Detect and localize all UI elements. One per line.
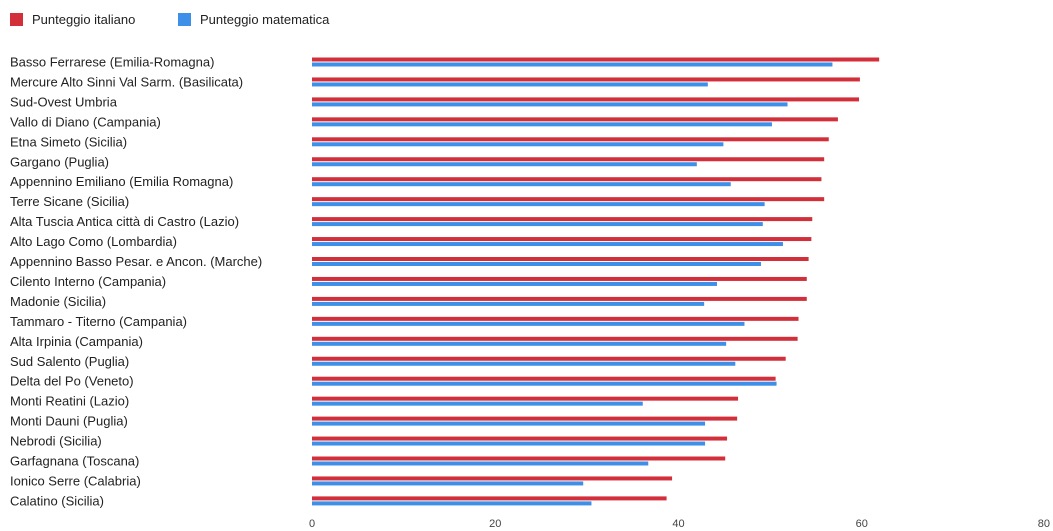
bar-punteggio-matematica[interactable]: [312, 202, 765, 207]
category-label: Vallo di Diano (Campania): [10, 114, 161, 129]
bar-punteggio-italiano[interactable]: [312, 197, 825, 202]
category-label: Ionico Serre (Calabria): [10, 473, 141, 488]
bar-punteggio-italiano[interactable]: [312, 376, 776, 381]
category-labels: Basso Ferrarese (Emilia-Romagna) Mercure …: [10, 55, 262, 509]
legend-swatch-matematica: [178, 13, 191, 26]
category-label: Terre Sicane (Sicilia): [10, 194, 129, 209]
category-label: Delta del Po (Veneto): [10, 374, 134, 389]
bar-punteggio-matematica[interactable]: [312, 481, 584, 486]
bar-punteggio-matematica[interactable]: [312, 62, 833, 67]
category-label: Sud-Ovest Umbria: [10, 94, 118, 109]
bar-punteggio-italiano[interactable]: [312, 396, 739, 401]
category-label: Monti Reatini (Lazio): [10, 394, 129, 409]
bar-punteggio-matematica[interactable]: [312, 441, 706, 446]
bar-punteggio-matematica[interactable]: [312, 421, 706, 426]
bar-punteggio-italiano[interactable]: [312, 416, 738, 421]
bar-punteggio-matematica[interactable]: [312, 321, 745, 326]
category-label: Appennino Emiliano (Emilia Romagna): [10, 174, 233, 189]
bar-punteggio-italiano[interactable]: [312, 456, 726, 461]
category-label: Alta Tuscia Antica città di Castro (Lazi…: [10, 214, 239, 229]
bars: [312, 57, 880, 506]
bar-punteggio-matematica[interactable]: [312, 501, 592, 506]
category-label: Appennino Basso Pesar. e Ancon. (Marche): [10, 254, 262, 269]
bar-punteggio-matematica[interactable]: [312, 182, 731, 187]
x-tick-label: 60: [856, 518, 868, 530]
category-label: Nebrodi (Sicilia): [10, 434, 102, 449]
bar-punteggio-italiano[interactable]: [312, 97, 860, 102]
bar-punteggio-matematica[interactable]: [312, 381, 777, 386]
bar-punteggio-italiano[interactable]: [312, 137, 829, 142]
category-label: Cilento Interno (Campania): [10, 274, 166, 289]
category-label: Calatino (Sicilia): [10, 493, 104, 508]
bar-punteggio-italiano[interactable]: [312, 217, 813, 222]
bar-punteggio-matematica[interactable]: [312, 242, 783, 247]
category-label: Etna Simeto (Sicilia): [10, 134, 127, 149]
bar-punteggio-matematica[interactable]: [312, 401, 643, 406]
bar-punteggio-italiano[interactable]: [312, 296, 807, 301]
bar-punteggio-matematica[interactable]: [312, 122, 772, 127]
bar-punteggio-matematica[interactable]: [312, 461, 649, 466]
bar-punteggio-italiano[interactable]: [312, 476, 673, 481]
category-label: Tammaro - Titerno (Campania): [10, 314, 187, 329]
bar-punteggio-italiano[interactable]: [312, 157, 825, 162]
bar-punteggio-italiano[interactable]: [312, 57, 880, 62]
category-label: Garfagnana (Toscana): [10, 454, 139, 469]
category-label: Alto Lago Como (Lombardia): [10, 234, 177, 249]
x-tick-label: 40: [672, 518, 684, 530]
x-axis-ticks: 0 20 40 60 80: [309, 518, 1050, 530]
bar-punteggio-matematica[interactable]: [312, 262, 761, 266]
category-label: Basso Ferrarese (Emilia-Romagna): [10, 55, 214, 70]
category-label: Gargano (Puglia): [10, 154, 109, 169]
x-tick-label: 0: [309, 518, 315, 530]
bar-punteggio-italiano[interactable]: [312, 237, 812, 242]
x-tick-label: 20: [489, 518, 501, 530]
bar-punteggio-italiano[interactable]: [312, 316, 799, 321]
category-label: Madonie (Sicilia): [10, 294, 106, 309]
legend-label-italiano: Punteggio italiano: [32, 12, 135, 27]
bar-punteggio-italiano[interactable]: [312, 356, 786, 361]
bar-punteggio-matematica[interactable]: [312, 361, 736, 366]
legend: Punteggio italiano Punteggio matematica: [10, 12, 330, 27]
bar-punteggio-italiano[interactable]: [312, 436, 728, 441]
legend-swatch-italiano: [10, 13, 23, 26]
bar-punteggio-italiano[interactable]: [312, 336, 798, 341]
legend-label-matematica: Punteggio matematica: [200, 12, 330, 27]
category-label: Alta Irpinia (Campania): [10, 334, 143, 349]
bar-punteggio-matematica[interactable]: [312, 222, 763, 227]
bar-punteggio-matematica[interactable]: [312, 142, 724, 147]
category-label: Sud Salento (Puglia): [10, 354, 129, 369]
bar-punteggio-italiano[interactable]: [312, 117, 838, 122]
bar-punteggio-italiano[interactable]: [312, 77, 860, 82]
bar-punteggio-matematica[interactable]: [312, 341, 727, 346]
bar-punteggio-italiano[interactable]: [312, 257, 809, 261]
x-tick-label: 80: [1038, 518, 1050, 530]
category-label: Monti Dauni (Puglia): [10, 414, 128, 429]
bar-punteggio-matematica[interactable]: [312, 82, 708, 87]
bar-punteggio-matematica[interactable]: [312, 102, 788, 107]
bar-punteggio-italiano[interactable]: [312, 177, 822, 182]
bar-punteggio-matematica[interactable]: [312, 301, 705, 306]
category-label: Mercure Alto Sinni Val Sarm. (Basilicata…: [10, 74, 243, 89]
bar-punteggio-italiano[interactable]: [312, 496, 667, 501]
bar-punteggio-matematica[interactable]: [312, 162, 697, 167]
bar-punteggio-matematica[interactable]: [312, 281, 717, 286]
bar-punteggio-italiano[interactable]: [312, 276, 807, 281]
